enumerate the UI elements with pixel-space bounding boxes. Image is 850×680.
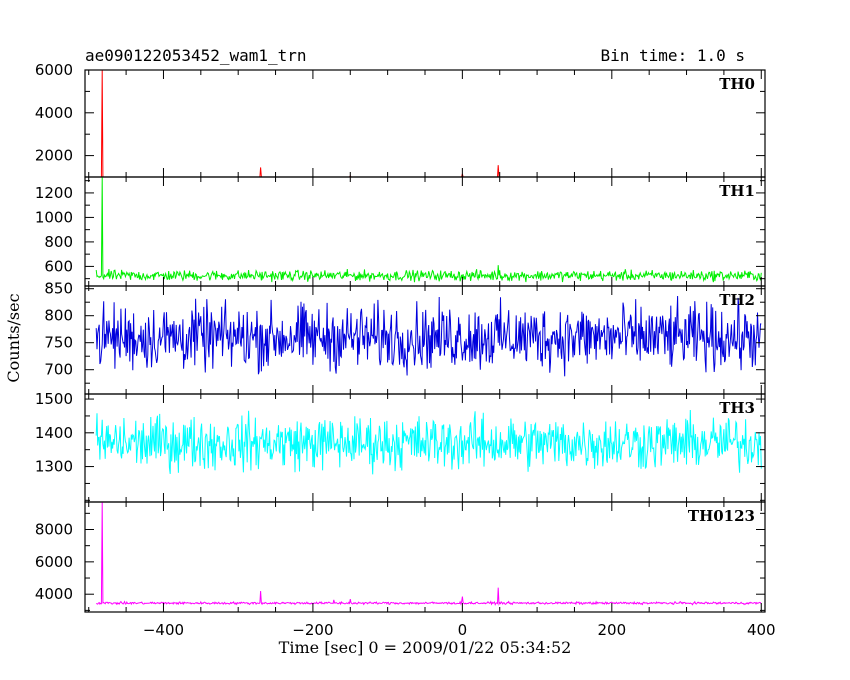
panel-label-th0123: TH0123 [688, 507, 755, 525]
y-tick-label: 800 [44, 307, 73, 325]
y-tick-label: 6000 [35, 61, 73, 79]
bin-time-label: Bin time: 1.0 s [601, 46, 746, 65]
x-tick-label: 200 [597, 621, 626, 639]
panel-frame [84, 69, 766, 178]
y-tick-label: 1500 [35, 390, 73, 408]
y-tick-label: 1200 [35, 184, 73, 202]
series-th1 [95, 177, 762, 283]
panel-frame [84, 176, 766, 287]
panel-label-th2: TH2 [719, 291, 755, 309]
y-axis-label: Counts/sec [4, 293, 23, 382]
x-axis-label: Time [sec] 0 = 2009/01/22 05:34:52 [279, 638, 572, 657]
y-tick-label: 800 [44, 233, 73, 251]
series-th0 [96, 70, 762, 177]
y-tick-label: 1400 [35, 424, 73, 442]
y-tick-label: 850 [44, 280, 73, 298]
y-tick-label: 600 [44, 257, 73, 275]
y-tick-label: 1000 [35, 208, 73, 226]
y-tick-label: 750 [44, 334, 73, 352]
y-tick-label: 4000 [35, 104, 73, 122]
panel-frame [84, 501, 766, 613]
panel-th3: 1300 1400 1500 TH3 [35, 390, 766, 503]
x-tick-label: 0 [458, 621, 468, 639]
y-tick-label: 4000 [35, 585, 73, 603]
panel-th0123: 4000 6000 8000 TH0123 [35, 501, 766, 613]
y-tick-label: 1300 [35, 458, 73, 476]
y-tick-label: 700 [44, 361, 73, 379]
panel-label-th0: TH0 [719, 75, 755, 93]
panel-th2: 700 750 800 850 TH2 [44, 280, 766, 395]
series-th0123 [96, 502, 762, 607]
panel-label-th3: TH3 [719, 399, 755, 417]
panel-th0: 2000 4000 6000 TH0 [35, 61, 766, 178]
x-tick-label: 400 [747, 621, 776, 639]
y-tick-label: 2000 [35, 147, 73, 165]
x-tick-label: −400 [143, 621, 184, 639]
y-tick-label: 6000 [35, 553, 73, 571]
x-tick-label: −200 [292, 621, 333, 639]
panel-th1: 600 800 1000 1200 TH1 [35, 176, 766, 287]
y-tick-label: 8000 [35, 521, 73, 539]
chart-title: ae090122053452_wam1_trn [85, 46, 307, 65]
panel-label-th1: TH1 [719, 182, 755, 200]
series-th3 [95, 409, 762, 475]
series-th2 [95, 295, 762, 377]
